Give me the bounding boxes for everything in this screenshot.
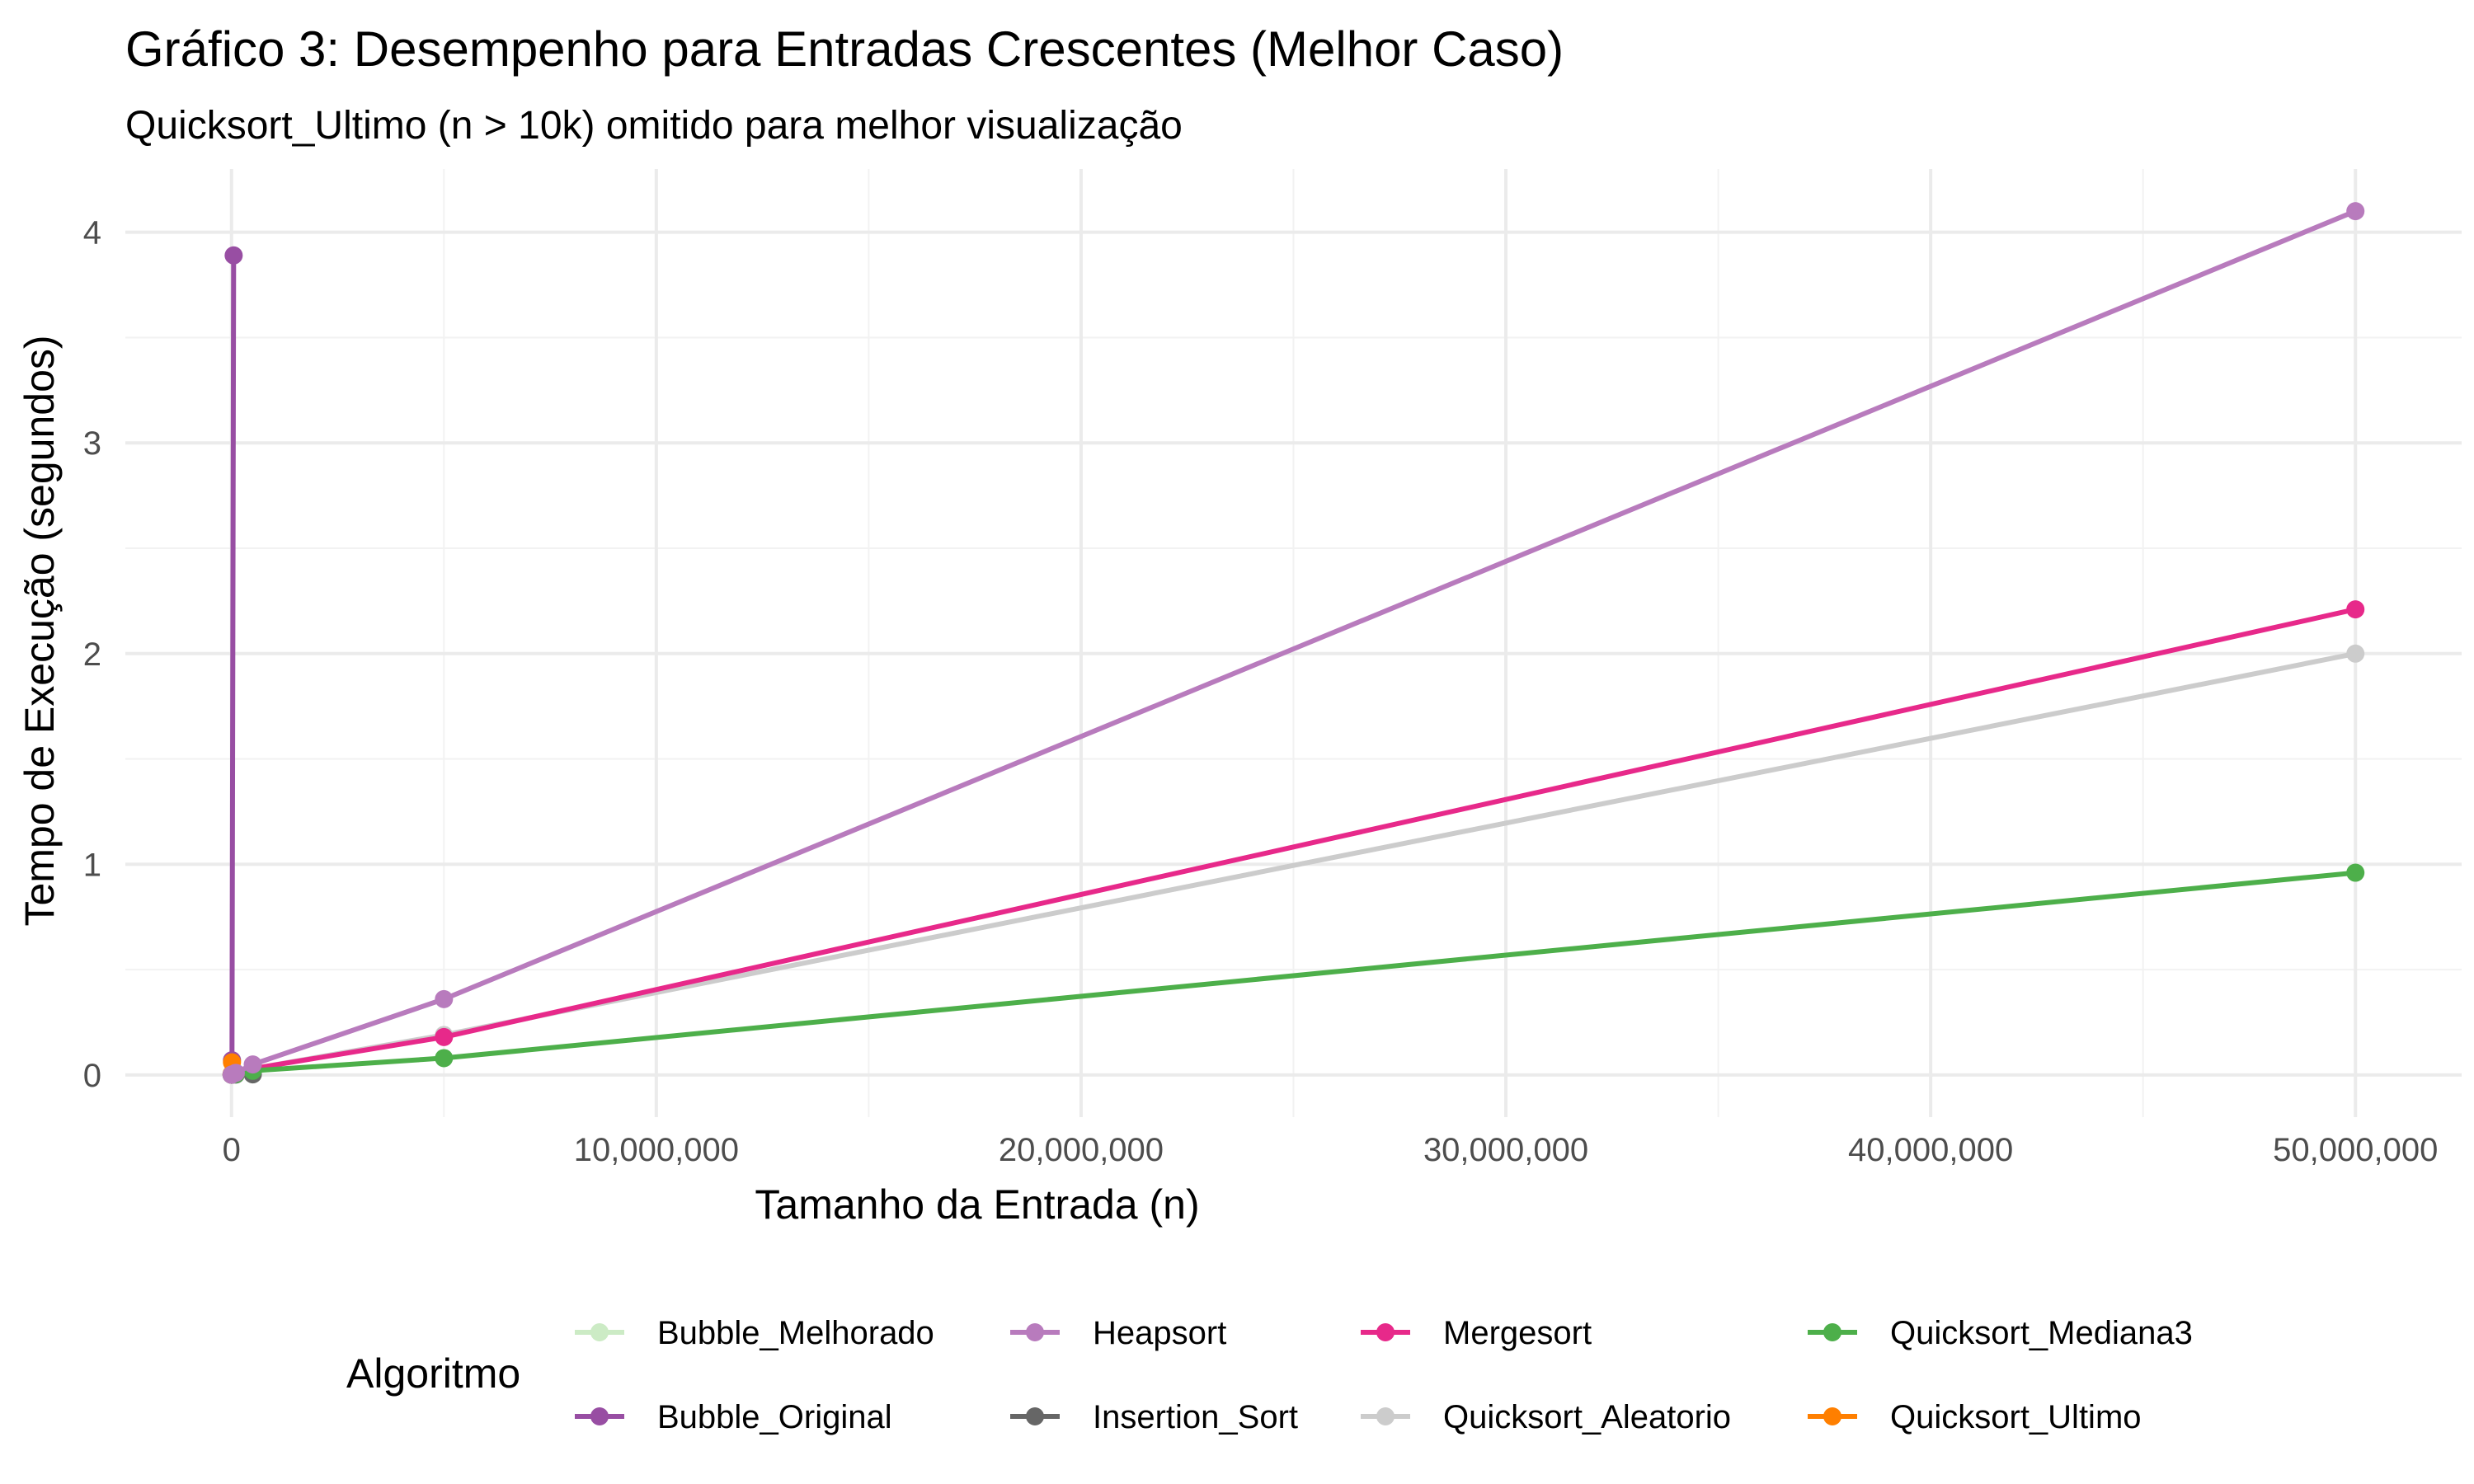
- legend-key-point: [1026, 1323, 1044, 1341]
- legend-label: Bubble_Original: [657, 1399, 892, 1435]
- data-point-quicksort-aleatorio: [2346, 644, 2365, 663]
- y-axis-ticks: 0 1 2 3 4: [83, 215, 101, 1094]
- series-heapsort: [222, 202, 2365, 1084]
- series-layer: [222, 202, 2365, 1084]
- series-line-bubble-original: [228, 252, 237, 1078]
- legend-item-quicksort-mediana3: Quicksort_Mediana3: [1808, 1315, 2193, 1351]
- data-point-heapsort: [226, 1064, 245, 1082]
- x-axis-ticks: 0 10,000,000 20,000,000 30,000,000 40,000,00…: [223, 1132, 2439, 1168]
- legend: Algoritmo Bubble_Melhorado Heapsort Merges…: [346, 1315, 2193, 1435]
- data-point-quicksort-mediana3: [2346, 863, 2365, 882]
- legend-item-bubble-melhorado: Bubble_Melhorado: [575, 1315, 934, 1351]
- legend-key-point: [1823, 1407, 1841, 1425]
- legend-label: Bubble_Melhorado: [657, 1315, 934, 1351]
- legend-label: Quicksort_Ultimo: [1890, 1399, 2142, 1435]
- x-axis-title: Tamanho da Entrada (n): [755, 1181, 1199, 1228]
- y-tick-label: 0: [83, 1058, 101, 1094]
- legend-label: Quicksort_Aleatorio: [1443, 1399, 1731, 1435]
- chart-title: Gráfico 3: Desempenho para Entradas Cres…: [125, 21, 1564, 77]
- legend-title: Algoritmo: [346, 1350, 520, 1397]
- legend-items: Bubble_Melhorado Heapsort Mergesort Quickso…: [575, 1315, 2193, 1435]
- data-point-heapsort: [243, 1055, 262, 1074]
- legend-key-point: [1823, 1323, 1841, 1341]
- y-axis-title: Tempo de Execução (segundos): [16, 335, 63, 926]
- data-point-mergesort: [2346, 600, 2365, 619]
- legend-key-point: [590, 1323, 609, 1341]
- x-tick-label: 20,000,000: [999, 1132, 1164, 1168]
- y-tick-label: 2: [83, 636, 101, 673]
- legend-item-insertion-sort: Insertion_Sort: [1010, 1399, 1298, 1435]
- legend-key-point: [590, 1407, 609, 1425]
- legend-label: Quicksort_Mediana3: [1890, 1315, 2193, 1351]
- legend-item-quicksort-ultimo: Quicksort_Ultimo: [1808, 1399, 2142, 1435]
- legend-label: Heapsort: [1093, 1315, 1226, 1351]
- data-point-bubble-original: [224, 246, 243, 265]
- y-tick-label: 3: [83, 425, 101, 462]
- data-point-quicksort-mediana3: [435, 1049, 454, 1068]
- data-point-heapsort: [435, 989, 454, 1008]
- legend-label: Mergesort: [1443, 1315, 1592, 1351]
- legend-item-bubble-original: Bubble_Original: [575, 1399, 892, 1435]
- legend-key-point: [1376, 1407, 1395, 1425]
- chart-subtitle: Quicksort_Ultimo (n > 10k) omitido para …: [125, 104, 1183, 148]
- series-bubble-original: [222, 246, 243, 1084]
- legend-item-heapsort: Heapsort: [1010, 1315, 1226, 1351]
- x-tick-label: 0: [223, 1132, 241, 1168]
- x-tick-label: 50,000,000: [2273, 1132, 2438, 1168]
- legend-item-quicksort-aleatorio: Quicksort_Aleatorio: [1361, 1399, 1731, 1435]
- x-tick-label: 30,000,000: [1423, 1132, 1588, 1168]
- data-point-heapsort: [2346, 202, 2365, 221]
- legend-key-point: [1376, 1323, 1395, 1341]
- x-tick-label: 40,000,000: [1848, 1132, 2013, 1168]
- y-tick-label: 4: [83, 215, 101, 251]
- legend-item-mergesort: Mergesort: [1361, 1315, 1592, 1351]
- legend-key-point: [1026, 1407, 1044, 1425]
- data-point-mergesort: [435, 1027, 454, 1046]
- legend-label: Insertion_Sort: [1093, 1399, 1298, 1435]
- y-tick-label: 1: [83, 847, 101, 883]
- x-tick-label: 10,000,000: [574, 1132, 739, 1168]
